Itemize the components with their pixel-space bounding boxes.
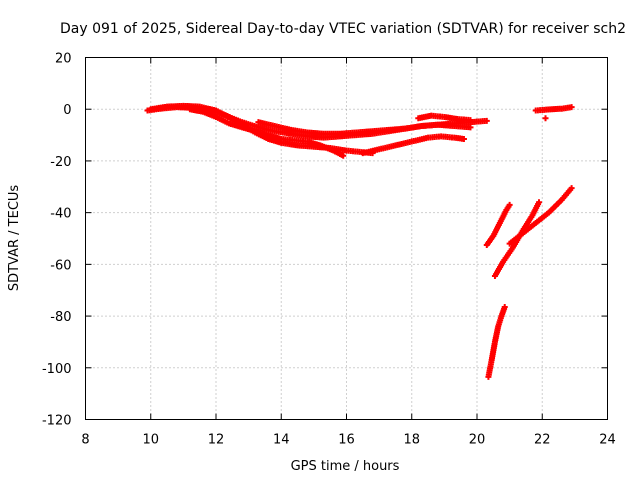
data-point <box>467 117 474 124</box>
data-point <box>568 104 575 111</box>
grid <box>85 57 608 420</box>
data-point <box>501 304 508 311</box>
data-point <box>568 185 575 192</box>
y-tick-label: -20 <box>50 155 71 170</box>
data-point-marker <box>568 104 575 111</box>
series-track-3 <box>186 106 347 159</box>
data-point-marker <box>501 304 508 311</box>
data-point-marker <box>467 117 474 124</box>
y-tick-label: -40 <box>50 207 71 222</box>
x-tick-label: 24 <box>599 433 616 448</box>
series-track-12 <box>485 304 508 380</box>
chart-title: Day 091 of 2025, Sidereal Day-to-day VTE… <box>60 21 626 37</box>
x-tick-label: 14 <box>273 433 290 448</box>
data-point <box>535 199 542 206</box>
data-point <box>467 124 474 131</box>
data-points <box>144 102 575 380</box>
data-point-marker <box>467 124 474 131</box>
x-tick-label: 20 <box>469 433 486 448</box>
series-track-11 <box>506 185 575 247</box>
series-track-7 <box>532 104 575 114</box>
x-tick-label: 22 <box>534 433 551 448</box>
plot-frame <box>85 57 608 420</box>
x-axis-label: GPS time / hours <box>291 459 400 474</box>
data-point-marker <box>483 117 490 124</box>
data-point-marker <box>568 185 575 192</box>
y-axis-ticks: 20 0 -20 -40 -60 -80 -100 -120 <box>42 52 608 429</box>
y-tick-label: -60 <box>50 258 71 273</box>
series-track-6 <box>415 112 474 124</box>
data-point <box>340 152 347 159</box>
series-track-4 <box>255 119 474 137</box>
data-point-marker <box>542 115 549 122</box>
y-tick-label: 20 <box>55 52 72 67</box>
x-tick-label: 16 <box>338 433 355 448</box>
series-track-8 <box>542 115 549 122</box>
x-tick-label: 8 <box>81 433 89 448</box>
data-point <box>460 135 467 142</box>
data-point <box>542 115 549 122</box>
y-tick-label: 0 <box>63 103 71 118</box>
series-track-9 <box>483 201 513 248</box>
series-track-5 <box>359 133 467 157</box>
data-point-marker <box>460 135 467 142</box>
data-point <box>506 201 513 208</box>
data-point <box>483 117 490 124</box>
y-tick-label: -80 <box>50 310 71 325</box>
y-tick-label: -120 <box>42 414 72 429</box>
x-tick-label: 12 <box>208 433 225 448</box>
x-tick-label: 10 <box>142 433 159 448</box>
y-tick-label: -100 <box>42 362 72 377</box>
x-axis-ticks: 8 10 12 14 16 18 20 22 24 <box>81 57 616 448</box>
data-point-marker <box>535 199 542 206</box>
y-axis-label: SDTVAR / TECUs <box>7 185 22 292</box>
data-point-marker <box>340 152 347 159</box>
data-point-marker <box>506 201 513 208</box>
x-tick-label: 18 <box>403 433 420 448</box>
